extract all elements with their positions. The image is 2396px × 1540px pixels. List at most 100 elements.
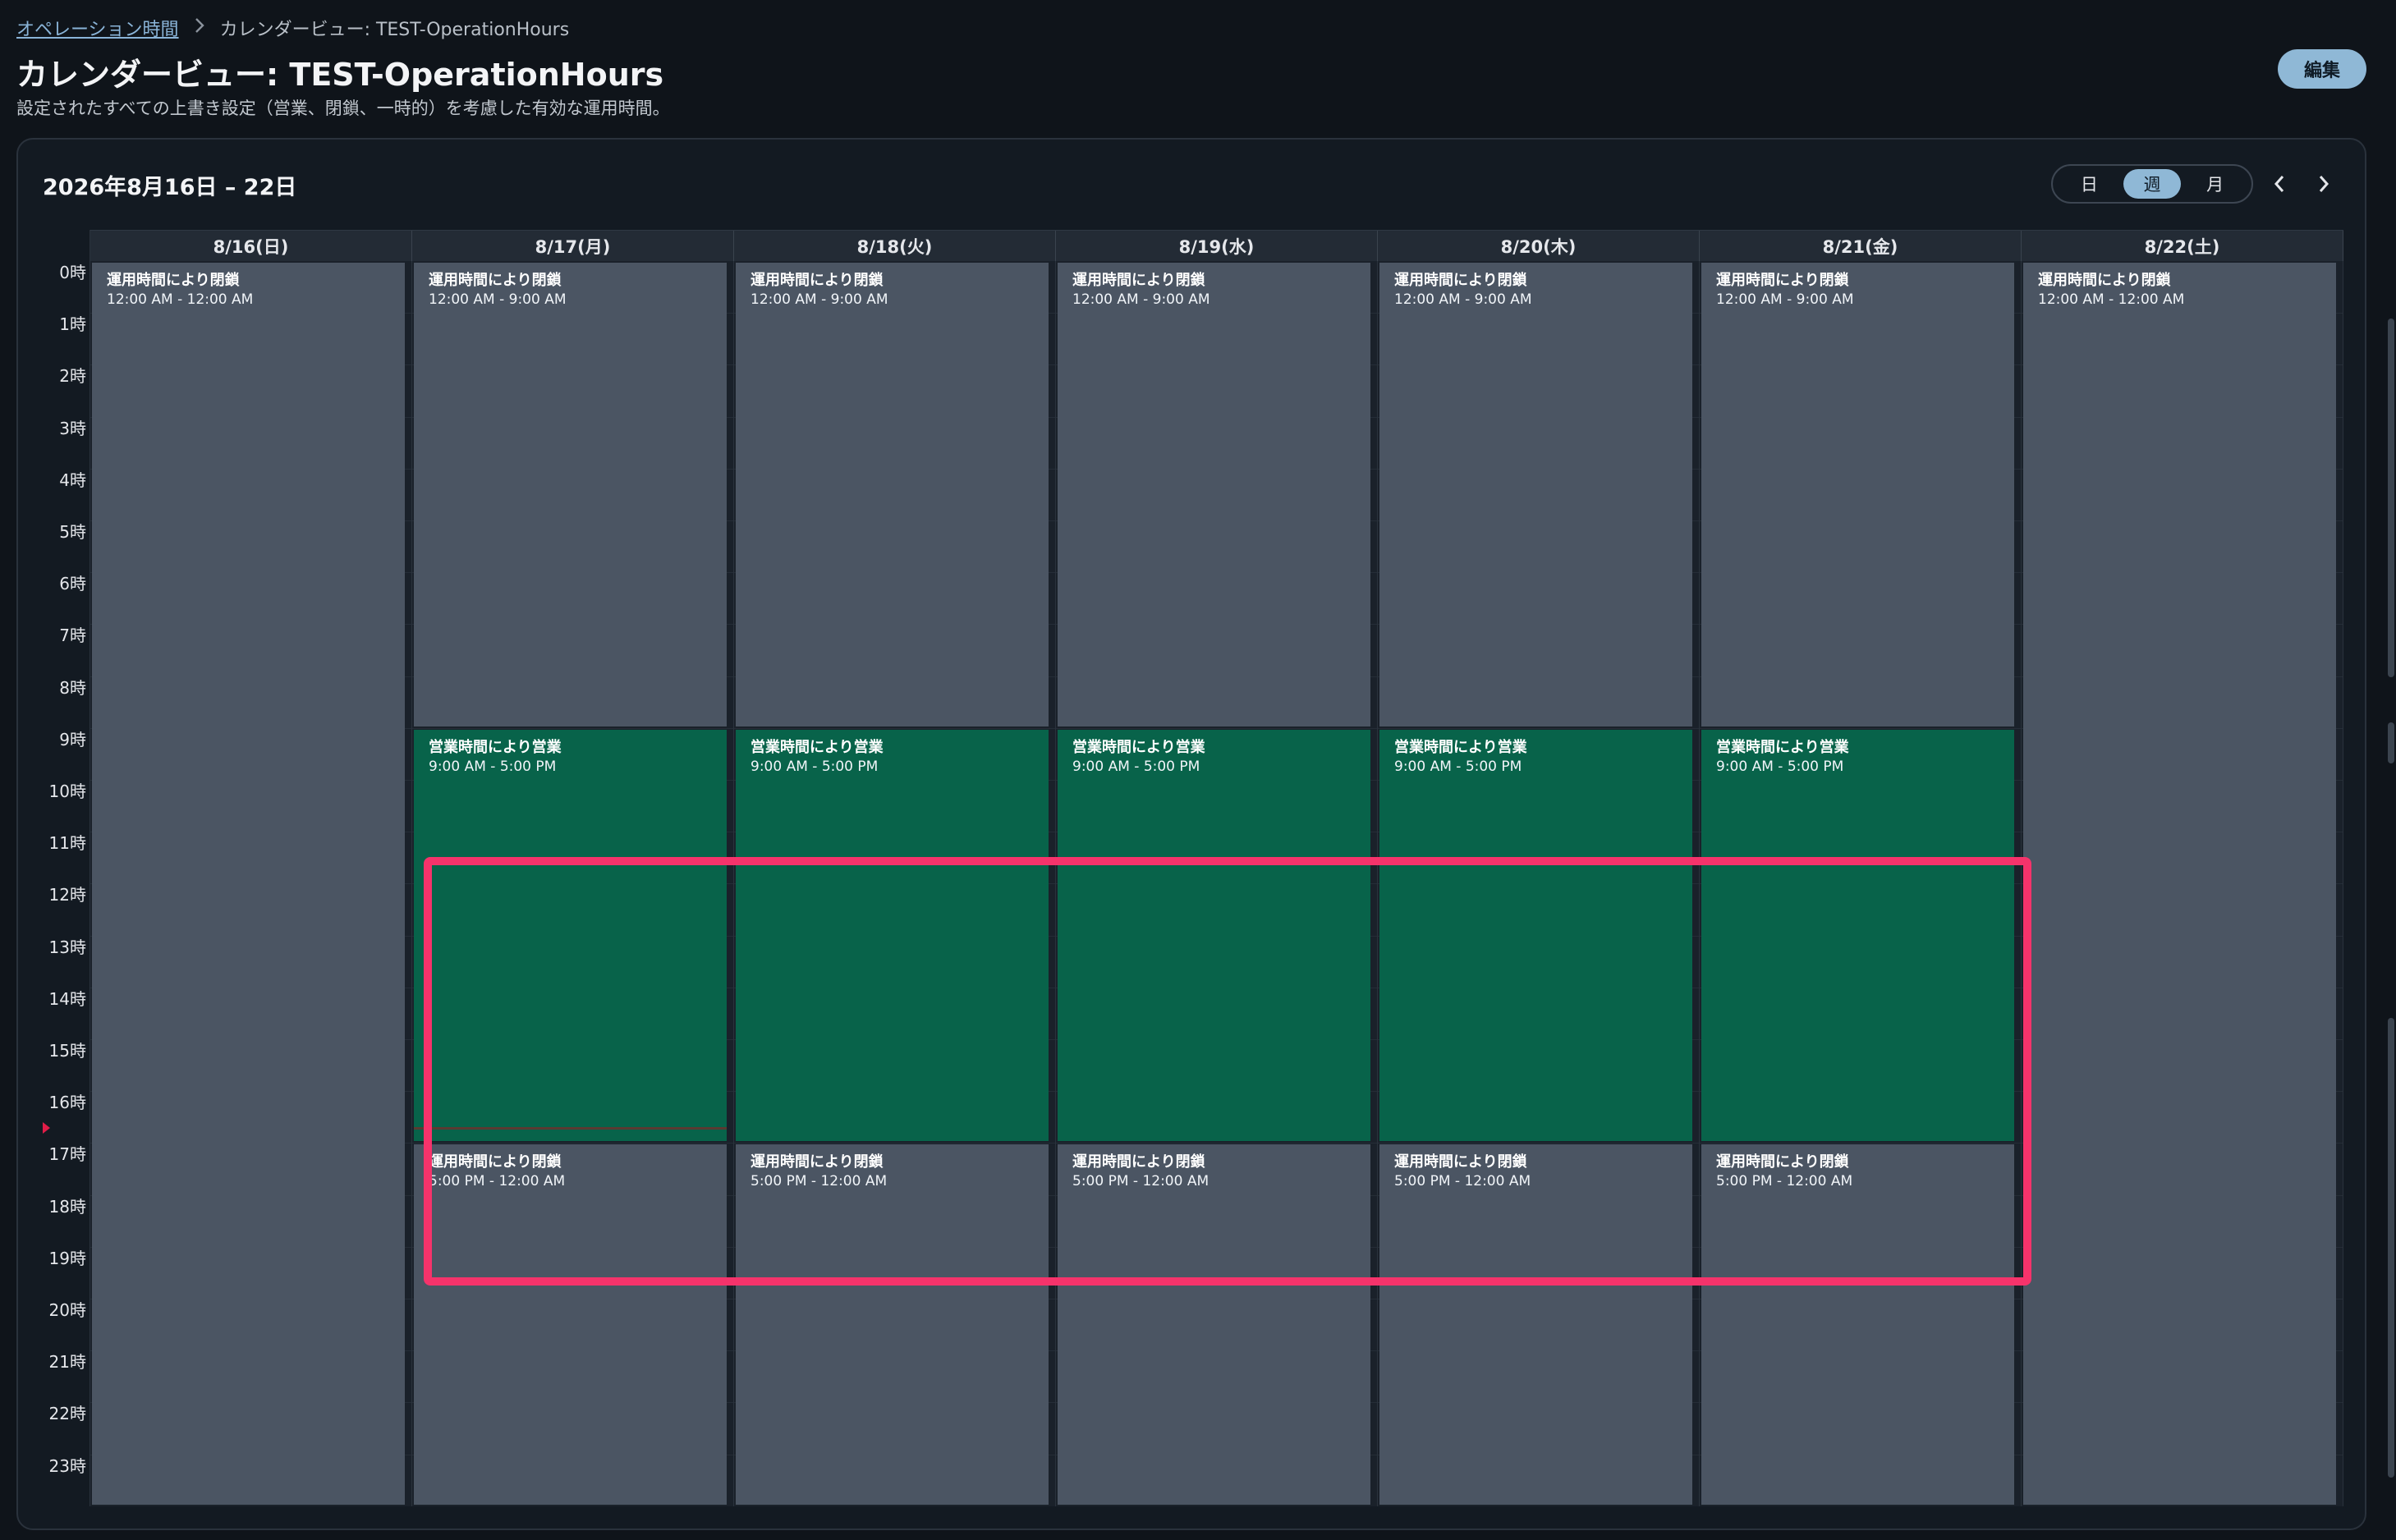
chevron-right-icon [194,16,205,39]
day-column[interactable]: 運用時間により閉鎖 12:00 AM - 9:00 AM 営業時間により営業 9:00… [1378,261,1700,1506]
hour-gridline [412,1143,733,1144]
breadcrumb: オペレーション時間 カレンダービュー: TEST-OperationHours [16,15,569,41]
date-range-label: 2026年8月16日 – 22日 [43,175,297,200]
event-time: 9:00 AM - 5:00 PM [1072,758,1200,775]
event-time: 12:00 AM - 9:00 AM [750,291,888,308]
event-time: 12:00 AM - 9:00 AM [1716,291,1854,308]
event-closed-block[interactable]: 運用時間により閉鎖 12:00 AM - 9:00 AM [1379,263,1692,726]
event-closed-block[interactable]: 運用時間により閉鎖 5:00 PM - 12:00 AM [414,1144,727,1505]
event-title: 運用時間により閉鎖 [1716,272,1849,289]
event-time: 5:00 PM - 12:00 AM [1394,1173,1531,1190]
event-closed-block[interactable]: 運用時間により閉鎖 12:00 AM - 12:00 AM [2023,263,2336,1505]
event-closed-block[interactable]: 運用時間により閉鎖 5:00 PM - 12:00 AM [736,1144,1049,1505]
scrollbar-thumb[interactable] [2388,319,2394,677]
event-closed-block[interactable]: 運用時間により閉鎖 5:00 PM - 12:00 AM [1701,1144,2014,1505]
event-time: 12:00 AM - 9:00 AM [429,291,567,308]
event-time: 5:00 PM - 12:00 AM [750,1173,888,1190]
event-open-block[interactable]: 営業時間により営業 9:00 AM - 5:00 PM [736,729,1049,1142]
event-title: 運用時間により閉鎖 [429,1153,562,1171]
event-closed-block[interactable]: 運用時間により閉鎖 12:00 AM - 9:00 AM [1058,263,1370,726]
event-title: 運用時間により閉鎖 [1072,1153,1205,1171]
event-title: 営業時間により営業 [1072,738,1205,756]
event-title: 営業時間により営業 [429,738,562,756]
prev-week-button[interactable] [2265,169,2294,199]
event-closed-block[interactable]: 運用時間により閉鎖 5:00 PM - 12:00 AM [1058,1144,1370,1505]
event-time: 9:00 AM - 5:00 PM [750,758,879,775]
day-column[interactable]: 運用時間により閉鎖 12:00 AM - 9:00 AM 営業時間により営業 9:00… [1700,261,2022,1506]
event-open-block[interactable]: 営業時間により営業 9:00 AM - 5:00 PM [414,729,727,1142]
day-header: 8/19(水) [1056,231,1378,262]
view-day-button[interactable]: 日 [2080,175,2098,195]
event-title: 営業時間により営業 [1716,738,1849,756]
event-closed-block[interactable]: 運用時間により閉鎖 12:00 AM - 9:00 AM [414,263,727,726]
hour-label: 13時 [48,937,86,957]
event-closed-block[interactable]: 運用時間により閉鎖 12:00 AM - 9:00 AM [1701,263,2014,726]
event-title: 運用時間により閉鎖 [750,1153,884,1171]
hour-label: 21時 [48,1352,86,1373]
hour-label: 11時 [48,833,86,854]
day-column[interactable]: 運用時間により閉鎖 12:00 AM - 9:00 AM 営業時間により営業 9:00… [734,261,1056,1506]
hour-label: 3時 [59,418,86,438]
hour-gridline [1056,1143,1377,1144]
hour-label: 14時 [48,988,86,1009]
hour-label: 6時 [59,574,86,594]
day-header: 8/21(金) [1700,231,2022,262]
current-time-line [414,1127,727,1130]
page-subtitle: 設定されたすべての上書き設定（営業、閉鎖、一時的）を考慮した有効な運用時間。 [16,99,670,118]
event-time: 9:00 AM - 5:00 PM [429,758,557,775]
edit-button[interactable]: 編集 [2278,49,2366,89]
scrollbar-thumb-lower[interactable] [2388,1018,2394,1478]
hour-label: 4時 [59,470,86,490]
event-open-block[interactable]: 営業時間により営業 9:00 AM - 5:00 PM [1701,729,2014,1142]
hour-label: 12時 [48,885,86,905]
event-closed-block[interactable]: 運用時間により閉鎖 12:00 AM - 12:00 AM [92,263,405,1505]
event-closed-block[interactable]: 運用時間により閉鎖 12:00 AM - 9:00 AM [736,263,1049,726]
page-title: カレンダービュー: TEST-OperationHours [16,57,664,93]
day-column[interactable]: 運用時間により閉鎖 12:00 AM - 9:00 AM 営業時間により営業 9:00… [1056,261,1378,1506]
day-header-row: 8/16(日) 8/17(月) 8/18(火) 8/19(水) 8/20(木) 8/21(… [90,230,2343,262]
day-header: 8/18(火) [734,231,1056,262]
view-month-button[interactable]: 月 [2206,175,2224,195]
hour-gutter: 0時 1時 2時 3時 4時 5時 6時 7時 8時 9時 10時 11時 12時 13時 14時 15時 16… [43,230,90,1506]
next-week-button[interactable] [2309,169,2339,199]
hour-label: 10時 [48,781,86,801]
event-time: 9:00 AM - 5:00 PM [1716,758,1844,775]
event-open-block[interactable]: 営業時間により営業 9:00 AM - 5:00 PM [1058,729,1370,1142]
view-week-button[interactable]: 週 [2123,169,2181,199]
event-closed-block[interactable]: 運用時間により閉鎖 5:00 PM - 12:00 AM [1379,1144,1692,1505]
event-time: 9:00 AM - 5:00 PM [1394,758,1522,775]
day-column[interactable]: 運用時間により閉鎖 12:00 AM - 12:00 AM [90,261,412,1506]
event-title: 運用時間により閉鎖 [1072,272,1205,289]
breadcrumb-current: カレンダービュー: TEST-OperationHours [219,20,570,40]
day-header: 8/20(木) [1378,231,1700,262]
scrollbar-thumb-secondary[interactable] [2388,722,2394,763]
hour-label: 2時 [59,366,86,387]
day-column[interactable]: 運用時間により閉鎖 12:00 AM - 12:00 AM [2022,261,2343,1506]
event-title: 運用時間により閉鎖 [2038,272,2171,289]
hour-gridline [734,1143,1055,1144]
day-header: 8/16(日) [90,231,412,262]
hour-gridline [1378,727,1699,729]
event-title: 運用時間により閉鎖 [1394,272,1527,289]
hour-label: 5時 [59,522,86,542]
event-open-block[interactable]: 営業時間により営業 9:00 AM - 5:00 PM [1379,729,1692,1142]
event-time: 5:00 PM - 12:00 AM [429,1173,566,1190]
event-time: 12:00 AM - 12:00 AM [107,291,254,308]
hour-label: 16時 [48,1093,86,1113]
event-time: 12:00 AM - 12:00 AM [2038,291,2185,308]
hour-label: 23時 [48,1455,86,1476]
event-time: 5:00 PM - 12:00 AM [1072,1173,1209,1190]
event-title: 運用時間により閉鎖 [107,272,240,289]
day-column[interactable]: 運用時間により閉鎖 12:00 AM - 9:00 AM 営業時間により営業 9:00… [412,261,734,1506]
hour-label: 19時 [48,1248,86,1268]
hour-label: 1時 [59,314,86,335]
event-time: 5:00 PM - 12:00 AM [1716,1173,1853,1190]
current-time-marker [43,1122,50,1134]
hour-gridline [1700,727,2021,729]
page-scrollbar[interactable] [2386,148,2396,1540]
event-title: 運用時間により閉鎖 [1716,1153,1849,1171]
event-title: 運用時間により閉鎖 [429,272,562,289]
chevron-left-icon [2274,176,2284,192]
event-time: 12:00 AM - 9:00 AM [1394,291,1532,308]
breadcrumb-link-operation-hours[interactable]: オペレーション時間 [16,20,179,40]
